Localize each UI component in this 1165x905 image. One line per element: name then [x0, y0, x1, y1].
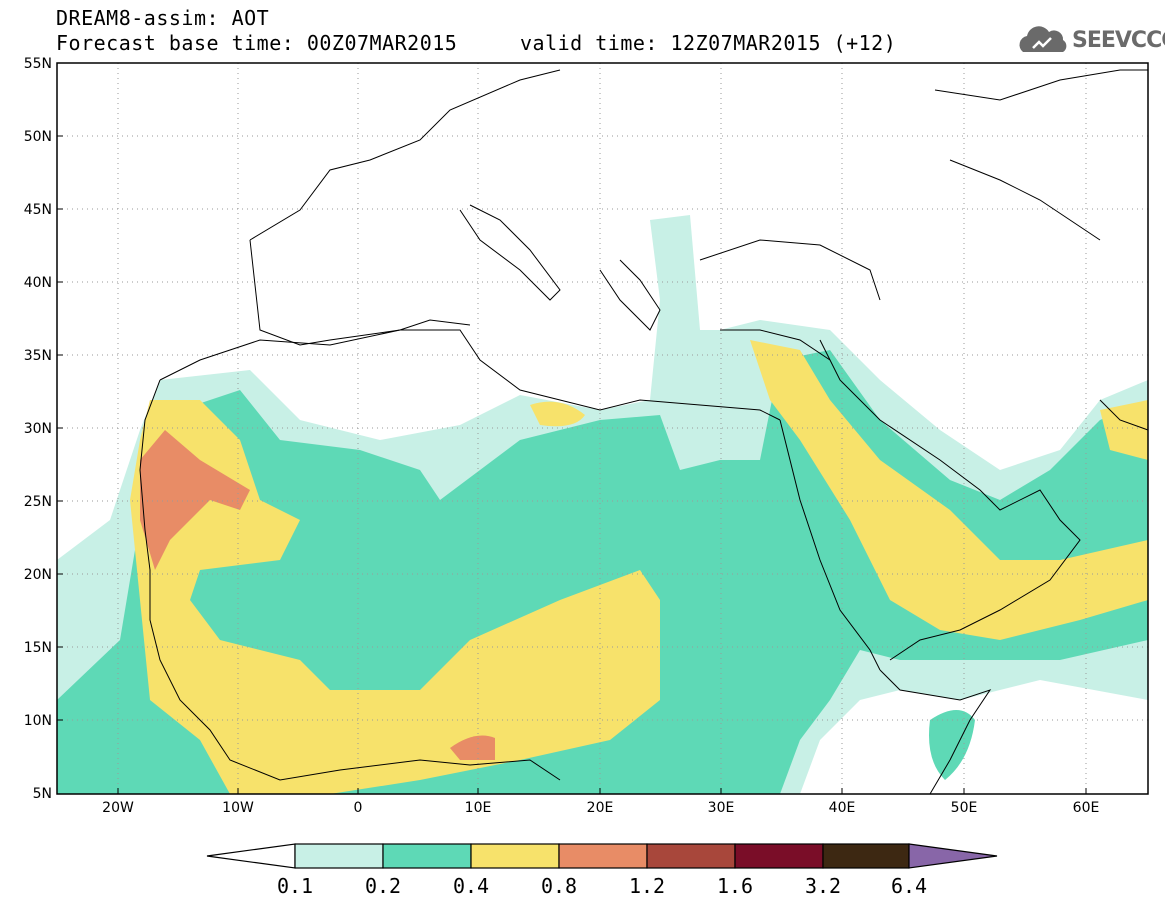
lat-tick-label: 30N [24, 421, 52, 437]
aot-band-0.4-west [130, 400, 660, 794]
colorbar-labels: 0.1 0.2 0.4 0.8 1.2 1.6 3.2 6.4 [277, 874, 927, 898]
colorbar-label: 0.2 [365, 874, 401, 898]
colorbar-label: 0.8 [541, 874, 577, 898]
colorbar-under-triangle [206, 843, 296, 869]
colorbar-label: 0.4 [453, 874, 489, 898]
colorbar-label: 1.6 [717, 874, 753, 898]
lon-tick-label: 20E [587, 800, 614, 816]
lat-labels: 55N 50N 45N 40N 35N 30N 25N 20N 15N 10N … [24, 56, 52, 802]
lat-tick-label: 10N [24, 713, 52, 729]
lon-tick-label: 10E [465, 800, 492, 816]
lat-tick-label: 55N [24, 56, 52, 72]
lon-tick-label: 60E [1073, 800, 1100, 816]
lat-tick-label: 35N [24, 348, 52, 364]
lon-tick-label: 40E [829, 800, 856, 816]
colorbar-label: 3.2 [805, 874, 841, 898]
lon-labels: 20W 10W 0 10E 20E 30E 40E 50E 60E [102, 800, 1099, 816]
colorbar-segment [558, 843, 648, 869]
aot-patch-somalia [929, 710, 975, 780]
lat-tick-label: 25N [24, 494, 52, 510]
aot-field [57, 215, 1148, 794]
lat-tick-label: 40N [24, 275, 52, 291]
lat-tick-label: 45N [24, 202, 52, 218]
lon-tick-label: 20W [102, 800, 134, 816]
colorbar-label: 0.1 [277, 874, 313, 898]
logo-text: SEEVCCC [1072, 28, 1165, 53]
colorbar-segment [470, 843, 560, 869]
colorbar-label: 6.4 [891, 874, 927, 898]
cloud-logo-icon [1019, 26, 1067, 52]
axis-ticks [57, 135, 1087, 794]
coastlines [139, 69, 1148, 794]
lat-tick-label: 20N [24, 567, 52, 583]
lon-tick-label: 0 [354, 800, 363, 816]
lon-tick-label: 10W [222, 800, 254, 816]
lat-tick-label: 50N [24, 129, 52, 145]
colorbar-segment [646, 843, 736, 869]
chart-subtitle: Forecast base time: 00Z07MAR2015 valid t… [56, 31, 897, 55]
chart-title: DREAM8-assim: AOT [56, 6, 270, 30]
aot-patch-libya [530, 401, 585, 427]
aot-patch-gulf [1100, 400, 1148, 460]
colorbar [206, 843, 998, 869]
aot-band-0.8-sahara [140, 430, 250, 570]
graticule [57, 63, 1148, 794]
colorbar-segment [822, 843, 910, 869]
colorbar-segment [294, 843, 384, 869]
lon-tick-label: 50E [951, 800, 978, 816]
aot-band-0.4-east [750, 340, 1148, 640]
lat-tick-label: 15N [24, 640, 52, 656]
aot-patch-nigeria [450, 735, 495, 760]
colorbar-label: 1.2 [629, 874, 665, 898]
lon-tick-label: 30E [708, 800, 735, 816]
colorbar-segment [382, 843, 472, 869]
colorbar-over-triangle [908, 843, 998, 869]
colorbar-segment [734, 843, 824, 869]
lat-tick-label: 5N [33, 786, 52, 802]
